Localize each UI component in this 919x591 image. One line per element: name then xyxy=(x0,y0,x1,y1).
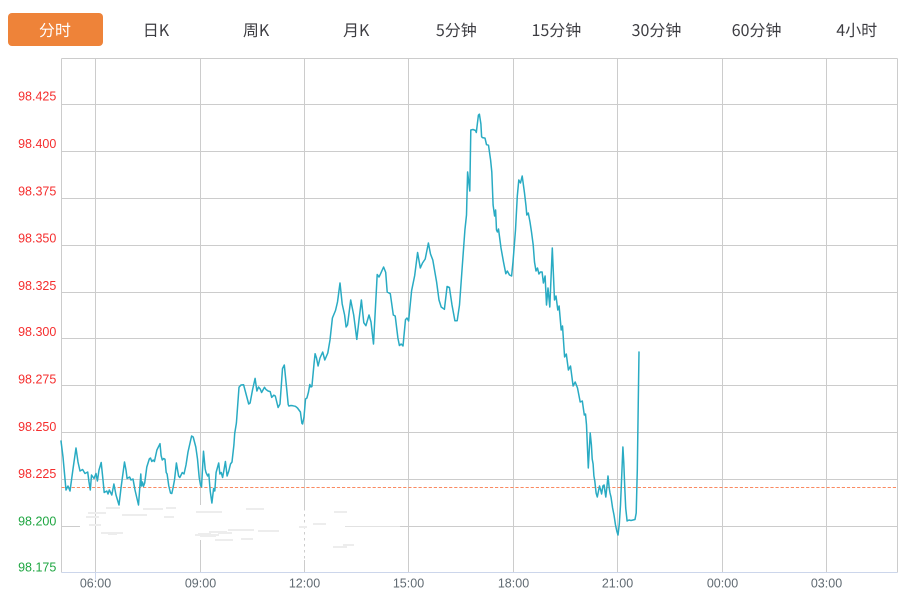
svg-text:09:00: 09:00 xyxy=(185,577,216,591)
svg-text:98.250: 98.250 xyxy=(18,420,56,434)
svg-text:98.225: 98.225 xyxy=(18,467,56,481)
svg-text:98.325: 98.325 xyxy=(18,279,56,293)
svg-text:98.200: 98.200 xyxy=(18,514,56,528)
svg-text:15:00: 15:00 xyxy=(393,577,424,591)
svg-text:98.425: 98.425 xyxy=(18,90,56,104)
svg-text:03:00: 03:00 xyxy=(811,577,842,591)
svg-text:98.375: 98.375 xyxy=(18,184,56,198)
svg-text:98.350: 98.350 xyxy=(18,232,56,246)
svg-text:12:00: 12:00 xyxy=(289,577,320,591)
svg-text:00:00: 00:00 xyxy=(707,577,738,591)
svg-text:98.175: 98.175 xyxy=(18,561,56,575)
svg-text:06:00: 06:00 xyxy=(80,577,111,591)
svg-text:98.275: 98.275 xyxy=(18,373,56,387)
svg-text:21:00: 21:00 xyxy=(602,577,633,591)
svg-text:98.400: 98.400 xyxy=(18,137,56,151)
svg-text:98.300: 98.300 xyxy=(18,325,56,339)
svg-text:18:00: 18:00 xyxy=(498,577,529,591)
